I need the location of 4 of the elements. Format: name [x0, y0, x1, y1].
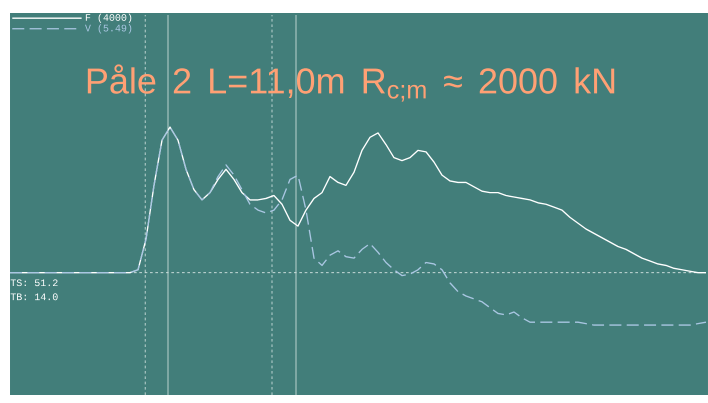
annotation: TS: 51.2 [10, 279, 58, 286]
text: V (5.49) [84, 24, 132, 34]
annotation: TB: 14.0 [10, 293, 58, 300]
text: F (4000) [86, 14, 132, 23]
